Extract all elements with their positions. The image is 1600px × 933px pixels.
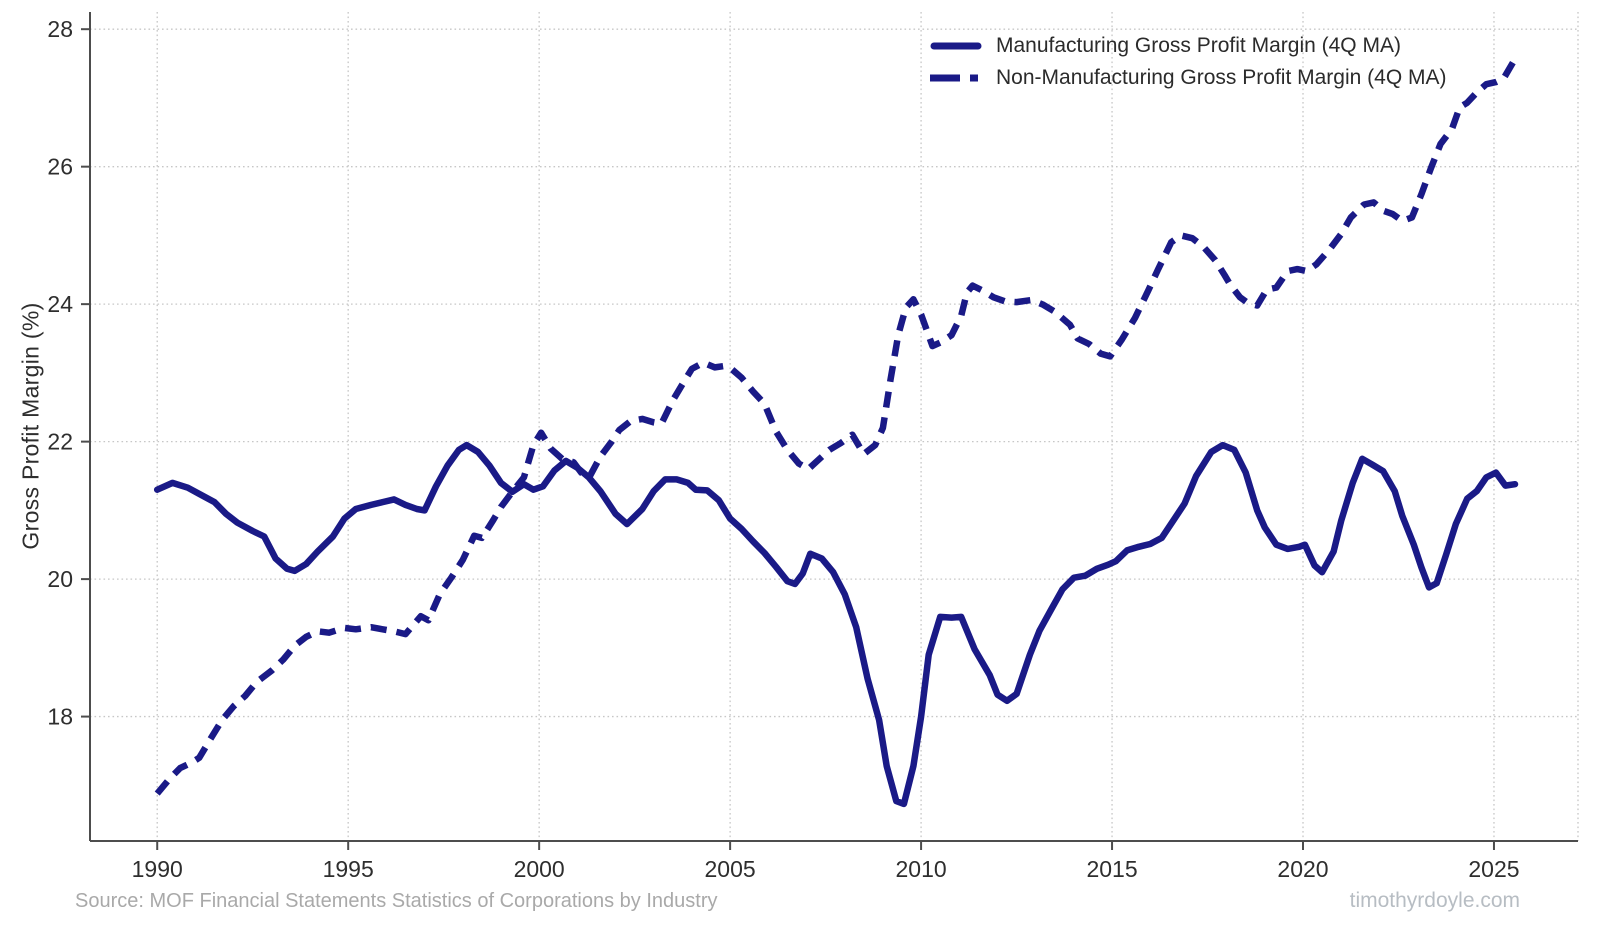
series-line-non-manufacturing — [154, 60, 1516, 796]
x-tick-label: 2000 — [514, 856, 565, 882]
x-tick-label: 2025 — [1468, 856, 1519, 882]
watermark: timothyrdoyle.com — [1349, 889, 1520, 912]
x-tick-label: 2010 — [895, 856, 946, 882]
y-axis-title: Gross Profit Margin (%) — [17, 302, 44, 550]
solid-line-swatch-icon — [930, 42, 982, 50]
y-tick-label: 22 — [47, 429, 73, 455]
legend: Manufacturing Gross Profit Margin (4Q MA… — [930, 33, 1446, 91]
legend-item-non-manufacturing: Non-Manufacturing Gross Profit Margin (4… — [930, 65, 1446, 91]
y-tick-label: 26 — [47, 154, 73, 180]
x-tick-label: 2015 — [1086, 856, 1137, 882]
y-tick-label: 20 — [47, 566, 73, 592]
x-tick-label: 2005 — [705, 856, 756, 882]
x-tick-label: 1990 — [132, 856, 183, 882]
x-tick-label: 2020 — [1277, 856, 1328, 882]
legend-item-manufacturing: Manufacturing Gross Profit Margin (4Q MA… — [930, 33, 1446, 59]
source-note: Source: MOF Financial Statements Statist… — [75, 890, 718, 912]
dashed-line-swatch-icon — [930, 74, 982, 82]
y-tick-label: 24 — [47, 291, 73, 317]
legend-label-non-manufacturing: Non-Manufacturing Gross Profit Margin (4… — [996, 66, 1447, 89]
legend-label-manufacturing: Manufacturing Gross Profit Margin (4Q MA… — [996, 34, 1401, 57]
y-tick-label: 28 — [47, 16, 73, 42]
y-tick-label: 18 — [47, 704, 73, 730]
x-tick-label: 1995 — [323, 856, 374, 882]
series-line-manufacturing — [153, 441, 1519, 808]
